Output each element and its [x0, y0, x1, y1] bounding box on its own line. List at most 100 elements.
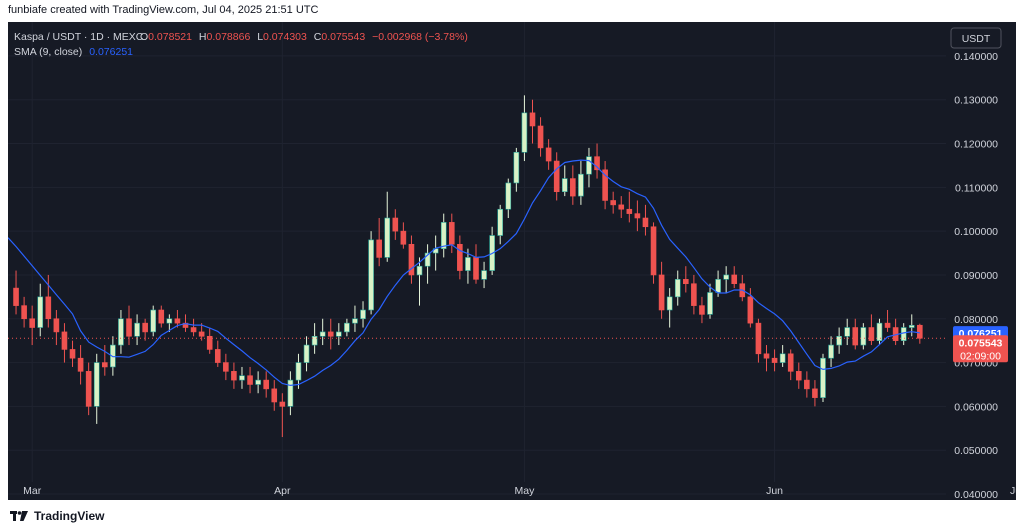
- candle-body: [29, 318, 35, 328]
- candle-body: [45, 296, 52, 320]
- price-tick-label: 0.120000: [954, 139, 998, 151]
- high-label: H: [199, 31, 207, 43]
- candle: [674, 270, 681, 306]
- candle-body: [844, 327, 851, 337]
- candle: [513, 147, 520, 192]
- candle-body: [691, 283, 697, 306]
- currency-button-label[interactable]: USDT: [962, 33, 991, 45]
- sma-legend[interactable]: SMA (9, close) 0.076251: [14, 46, 133, 58]
- candle: [844, 318, 851, 346]
- candle: [602, 161, 608, 210]
- candle-body: [699, 305, 705, 315]
- candle-body: [424, 252, 431, 267]
- time-tick-label: Apr: [274, 485, 291, 497]
- symbol-label[interactable]: Kaspa / USDT · 1D · MEXC: [14, 31, 144, 43]
- candle: [198, 323, 205, 341]
- candle-body: [457, 243, 463, 271]
- candle-body: [884, 322, 891, 328]
- candle-body: [247, 375, 253, 385]
- candle: [206, 327, 213, 354]
- candle: [239, 366, 245, 389]
- time-tick-label: Jun: [766, 485, 783, 497]
- price-chart[interactable]: 0.140000 0.130000 0.120000 0.110000 0.100000…: [8, 22, 1016, 500]
- candle-body: [594, 156, 600, 171]
- candle-body: [763, 353, 770, 359]
- currency-button[interactable]: USDT: [950, 27, 1002, 49]
- candle: [93, 353, 100, 424]
- candle-body: [368, 239, 374, 311]
- candle: [21, 296, 27, 328]
- candle-body: [85, 371, 92, 407]
- close-price-tag-bg: [953, 335, 1008, 363]
- candle: [384, 191, 391, 262]
- candle-body: [263, 379, 269, 390]
- ohlc-values: O0.078521 H0.078866 L0.074303 C0.075543 …: [140, 31, 468, 43]
- currency-button-frame[interactable]: [950, 27, 1002, 49]
- candle-body: [287, 379, 294, 407]
- candle-body: [142, 322, 148, 333]
- candle: [352, 305, 358, 332]
- candle: [231, 362, 237, 389]
- low-value: 0.074303: [263, 31, 307, 43]
- candle: [779, 345, 786, 367]
- candle: [795, 362, 802, 389]
- candle-body: [674, 279, 681, 298]
- candle-body: [634, 213, 641, 219]
- high-value: 0.078866: [206, 31, 250, 43]
- candle: [85, 362, 92, 416]
- candle-body: [327, 331, 334, 337]
- candle-body: [650, 226, 657, 276]
- candle: [634, 200, 641, 232]
- candle: [440, 213, 447, 258]
- candle-body: [820, 357, 826, 398]
- candle-body: [602, 169, 608, 201]
- candle-body: [319, 331, 326, 337]
- candle: [594, 143, 600, 179]
- candle: [561, 165, 568, 197]
- candle-body: [666, 296, 673, 311]
- close-label: C: [314, 31, 322, 43]
- low-label: L: [257, 31, 263, 43]
- candle: [424, 244, 431, 284]
- candle: [303, 336, 310, 372]
- candle-body: [658, 274, 665, 311]
- candle-body: [271, 388, 278, 403]
- candle-body: [481, 270, 487, 280]
- candle: [77, 345, 84, 385]
- close-price-tag: 0.075543 02:09:00: [953, 335, 1008, 363]
- price-tick-label: 0.090000: [954, 270, 998, 282]
- candle-body: [715, 279, 721, 293]
- candle: [150, 305, 157, 337]
- candle-body: [344, 322, 350, 333]
- candle: [344, 318, 350, 337]
- candle-body: [553, 160, 560, 193]
- candle: [529, 99, 536, 144]
- candle: [537, 117, 544, 157]
- candle: [658, 261, 665, 319]
- candle-body: [223, 362, 229, 372]
- candle: [53, 310, 60, 346]
- candle-body: [876, 322, 883, 341]
- candle-body: [118, 318, 124, 346]
- chart-panel[interactable]: 0.140000 0.130000 0.120000 0.110000 0.100000…: [8, 22, 1016, 500]
- candle: [457, 235, 463, 280]
- candle: [626, 191, 633, 223]
- candle-body: [618, 204, 625, 210]
- candle-body: [473, 257, 479, 280]
- candle: [408, 235, 415, 284]
- candle-body: [513, 151, 520, 184]
- candle: [287, 371, 294, 416]
- sma-legend-name: SMA (9, close): [14, 46, 82, 58]
- footer-branding[interactable]: TradingView: [10, 509, 104, 523]
- candle: [884, 310, 891, 332]
- candle-body: [13, 287, 19, 306]
- countdown-tag-text: 02:09:00: [960, 350, 1001, 362]
- candle: [763, 345, 770, 372]
- price-tick-label: 0.110000: [955, 182, 998, 194]
- candle: [190, 318, 197, 337]
- candle-body: [642, 217, 649, 228]
- candle-body: [779, 353, 786, 363]
- candle: [570, 165, 576, 205]
- candle: [142, 318, 148, 341]
- candle: [311, 323, 318, 354]
